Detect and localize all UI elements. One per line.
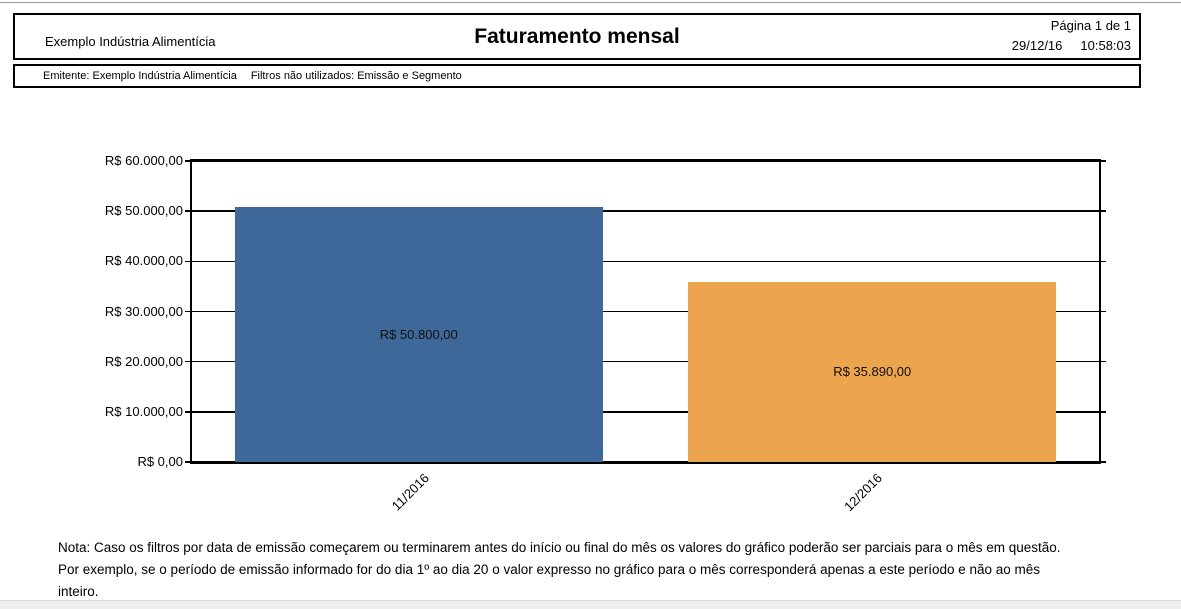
gridline	[185, 260, 1106, 263]
y-axis-tick-label: R$ 60.000,00	[104, 153, 183, 168]
gridline	[185, 160, 1106, 162]
gridline	[185, 210, 1106, 212]
y-axis-tick-label: R$ 30.000,00	[104, 303, 183, 319]
report-time: 10:58:03	[1080, 38, 1131, 53]
y-axis-tick-label: R$ 40.000,00	[104, 253, 183, 269]
report-datetime: 29/12/16 10:58:03	[1012, 38, 1131, 53]
y-axis-tick-label: R$ 0,00	[137, 454, 183, 469]
bar-value-label: R$ 50.800,00	[379, 326, 458, 342]
report-date: 29/12/16	[1011, 38, 1063, 53]
y-axis-tick-label: R$ 20.000,00	[104, 353, 183, 369]
gridline	[185, 411, 1106, 413]
x-axis-label: 12/2016	[841, 470, 886, 515]
gridline	[185, 360, 1106, 363]
report-header: Exemplo Indústria Alimentícia Faturament…	[13, 13, 1141, 60]
viewport-top-rule	[0, 2, 1181, 3]
report-title: Faturamento mensal	[474, 25, 680, 48]
emitente-label: Emitente: Exemplo Indústria Alimentícia	[43, 70, 237, 82]
footnote-line: Nota: Caso os filtros por data de emissã…	[58, 540, 1061, 555]
company-name: Exemplo Indústria Alimentícia	[45, 34, 216, 49]
footnote: Nota: Caso os filtros por data de emissã…	[58, 537, 1138, 603]
footnote-line: Por exemplo, se o período de emissão inf…	[58, 562, 1041, 577]
report-filters-bar: Emitente: Exemplo Indústria Alimentícia …	[13, 64, 1141, 88]
plot-area-border	[190, 159, 1101, 464]
bar-value-label: R$ 35.890,00	[833, 363, 912, 379]
bar-11-2016: R$ 50.800,00	[234, 207, 603, 462]
page-number: Página 1 de 1	[1050, 18, 1131, 33]
footnote-line: inteiro.	[58, 584, 99, 599]
x-axis-label: 11/2016	[388, 470, 432, 514]
unused-filters-label: Filtros não utilizados: Emissão e Segmen…	[250, 70, 462, 82]
viewport-bottom-strip	[0, 600, 1181, 609]
bar-12-2016: R$ 35.890,00	[688, 281, 1057, 462]
gridline	[185, 310, 1106, 313]
y-axis-tick-label: R$ 50.000,00	[104, 203, 183, 219]
y-axis-tick-label: R$ 10.000,00	[104, 403, 183, 419]
